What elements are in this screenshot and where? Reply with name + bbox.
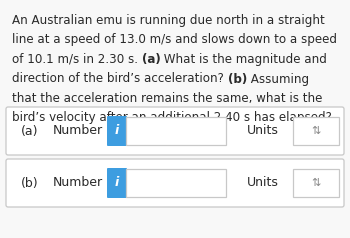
Text: Units: Units [247, 124, 279, 138]
Text: Assuming: Assuming [247, 73, 309, 85]
Text: direction of the bird’s acceleration?: direction of the bird’s acceleration? [12, 73, 228, 85]
FancyBboxPatch shape [293, 117, 339, 145]
Text: of 10.1 m/s in 2.30 s.: of 10.1 m/s in 2.30 s. [12, 53, 142, 66]
FancyBboxPatch shape [6, 159, 344, 207]
Text: i: i [115, 177, 119, 189]
FancyBboxPatch shape [6, 107, 344, 155]
FancyBboxPatch shape [107, 116, 127, 146]
FancyBboxPatch shape [293, 169, 339, 197]
Text: that the acceleration remains the same, what is the: that the acceleration remains the same, … [12, 92, 322, 105]
FancyBboxPatch shape [107, 168, 127, 198]
Text: Number: Number [53, 177, 103, 189]
Text: ⇅: ⇅ [311, 178, 321, 188]
Text: (b): (b) [228, 73, 247, 85]
Text: ⇅: ⇅ [311, 126, 321, 136]
Text: Number: Number [53, 124, 103, 138]
Text: (b): (b) [21, 177, 39, 189]
FancyBboxPatch shape [126, 117, 226, 145]
Text: What is the magnitude and: What is the magnitude and [161, 53, 327, 66]
FancyBboxPatch shape [126, 169, 226, 197]
Text: line at a speed of 13.0 m/s and slows down to a speed: line at a speed of 13.0 m/s and slows do… [12, 34, 337, 46]
Text: (a): (a) [21, 124, 39, 138]
Text: Units: Units [247, 177, 279, 189]
Text: i: i [115, 124, 119, 138]
Text: bird’s velocity after an additional 2.40 s has elapsed?: bird’s velocity after an additional 2.40… [12, 111, 332, 124]
Text: An Australian emu is running due north in a straight: An Australian emu is running due north i… [12, 14, 325, 27]
Text: (a): (a) [142, 53, 161, 66]
